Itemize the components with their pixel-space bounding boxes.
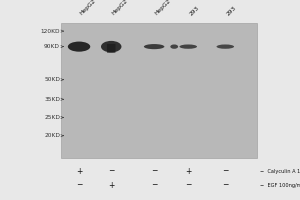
Text: 35KD: 35KD <box>44 97 60 102</box>
Text: −: − <box>151 166 157 176</box>
Ellipse shape <box>217 44 234 49</box>
Ellipse shape <box>101 41 122 52</box>
Text: 25KD: 25KD <box>44 115 60 120</box>
Text: 50KD: 50KD <box>44 77 60 82</box>
Text: +: + <box>108 181 114 190</box>
Text: −: − <box>185 181 191 190</box>
Text: 293: 293 <box>188 5 200 16</box>
Text: +: + <box>185 166 191 176</box>
Bar <box>61 23 256 158</box>
Text: −: − <box>222 181 229 190</box>
Text: 20KD: 20KD <box>44 133 60 138</box>
Text: −: − <box>108 166 114 176</box>
Text: −: − <box>151 181 157 190</box>
Ellipse shape <box>179 44 197 49</box>
Text: HepG2: HepG2 <box>154 0 172 16</box>
Text: −: − <box>76 181 82 190</box>
Text: HepG2: HepG2 <box>111 0 129 16</box>
Text: 90KD: 90KD <box>44 44 60 49</box>
Text: −  EGF 100ng/ml/20min: − EGF 100ng/ml/20min <box>260 183 300 188</box>
Text: +: + <box>76 166 82 176</box>
Ellipse shape <box>68 42 90 52</box>
Text: 120KD: 120KD <box>40 29 60 34</box>
Text: 293: 293 <box>225 5 237 16</box>
Text: HepG2: HepG2 <box>79 0 97 16</box>
Text: −  Calyculin A 100nM/60min: − Calyculin A 100nM/60min <box>260 168 300 173</box>
Ellipse shape <box>170 44 178 49</box>
FancyBboxPatch shape <box>107 44 116 53</box>
Ellipse shape <box>144 44 164 49</box>
Text: −: − <box>222 166 229 176</box>
